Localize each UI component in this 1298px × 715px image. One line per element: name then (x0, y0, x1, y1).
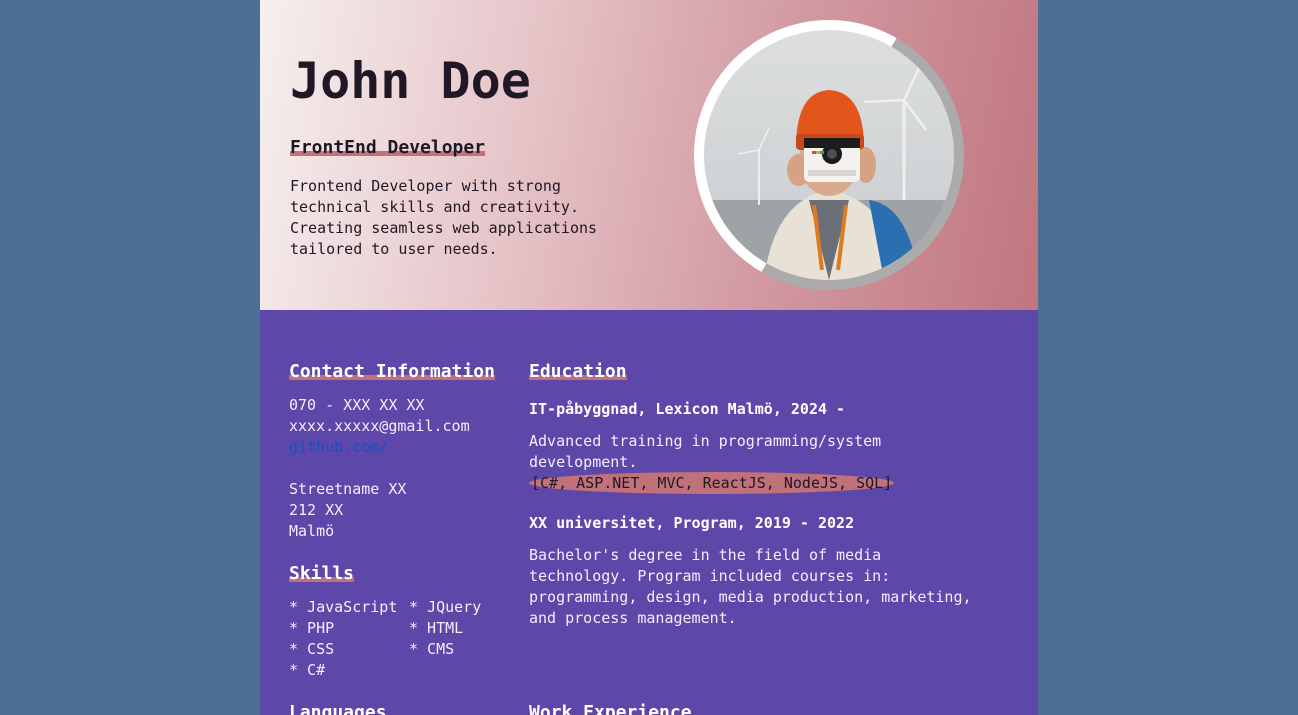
education-entry-title: IT-påbyggnad, Lexicon Malmö, 2024 - (529, 400, 846, 418)
skill-item: * PHP (289, 619, 335, 637)
education-entry-description: Bachelor's degree in the field of media … (529, 546, 972, 627)
resume: John Doe FrontEnd Developer Frontend Dev… (260, 0, 1038, 715)
skill-item: * CMS (409, 640, 455, 658)
tech-stack-highlight: [C#, ASP.NET, MVC, ReactJS, NodeJS, SQL] (529, 472, 895, 494)
contact-email[interactable]: xxxx.xxxxx@gmail.com (289, 417, 470, 435)
skill-item: * HTML (409, 619, 464, 637)
job-title: FrontEnd Developer (290, 137, 486, 158)
work-experience-heading: Work Experience (529, 702, 692, 715)
resume-body: Contact Information 070 - XXX XX XX xxxx… (260, 310, 1038, 715)
contact-heading: Contact Information (289, 361, 495, 382)
profile-photo (704, 30, 954, 280)
contact-address: Streetname XX 212 XX Malmö (289, 480, 407, 540)
skills-list: * JavaScript * JQuery * PHP * HTML * CSS… (289, 597, 509, 681)
education-heading: Education (529, 361, 627, 382)
education-entry-description: Advanced training in programming/system … (529, 432, 882, 471)
contact-phone: 070 - XXX XX XX (289, 396, 425, 414)
skill-item: * C# (289, 661, 326, 679)
profile-photo-image (704, 30, 954, 280)
languages-heading: Languages (289, 702, 387, 715)
full-name: John Doe (290, 52, 531, 110)
skill-item: * CSS (289, 640, 335, 658)
profile-summary: Frontend Developer with strong technical… (290, 177, 598, 258)
profile-photo-frame (694, 20, 964, 290)
resume-header: John Doe FrontEnd Developer Frontend Dev… (260, 0, 1038, 310)
github-link[interactable]: github.com/ (289, 438, 389, 456)
skill-item: * JQuery (409, 598, 482, 616)
skill-item: * JavaScript (289, 598, 398, 616)
education-entry-title: XX universitet, Program, 2019 - 2022 (529, 514, 855, 532)
skills-heading: Skills (289, 563, 355, 584)
